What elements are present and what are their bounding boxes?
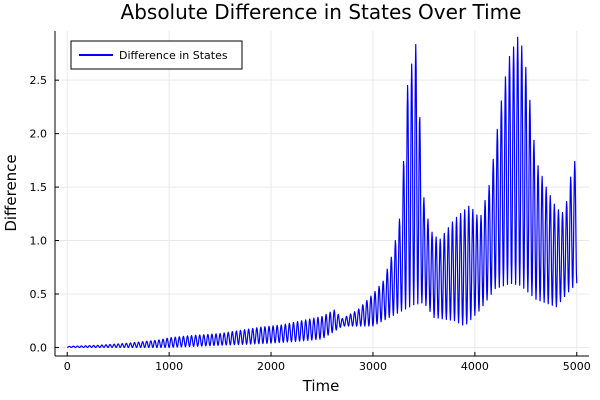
axes — [54, 31, 589, 357]
series-layer — [67, 36, 578, 349]
y-tick-label: 0.0 — [30, 341, 48, 354]
x-tick-label: 4000 — [461, 360, 489, 373]
legend-label: Difference in States — [119, 49, 228, 62]
x-axis-ticks: 0 1000 2000 3000 4000 5000 — [64, 352, 591, 373]
x-axis-label: Time — [302, 377, 340, 395]
y-axis-ticks: 0.0 0.5 1.0 1.5 2.0 2.5 — [30, 74, 59, 354]
x-tick-label: 2000 — [257, 360, 285, 373]
y-tick-label: 2.0 — [30, 128, 48, 141]
x-tick-label: 3000 — [359, 360, 387, 373]
y-tick-label: 0.5 — [30, 288, 48, 301]
x-tick-label: 1000 — [155, 360, 183, 373]
y-tick-label: 1.5 — [30, 181, 48, 194]
chart-title: Absolute Difference in States Over Time — [121, 0, 522, 24]
x-tick-label: 0 — [64, 360, 71, 373]
y-tick-label: 1.0 — [30, 235, 48, 248]
x-tick-label: 5000 — [563, 360, 591, 373]
y-axis-label: Difference — [2, 154, 20, 231]
y-tick-label: 2.5 — [30, 74, 48, 87]
legend: Difference in States — [70, 40, 243, 70]
series-line — [67, 36, 578, 349]
